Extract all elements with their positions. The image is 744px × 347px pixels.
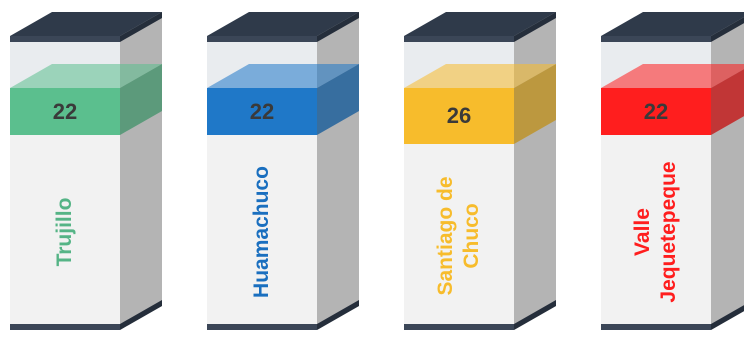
pillar-3: 26 Santiago de Chuco [404,0,564,347]
pillar-cap-front [601,36,711,42]
category-label: Valle Jequetepeque [630,161,682,302]
value-band-side [514,64,556,144]
category-label-line: Trujillo [53,197,76,266]
value-band [601,88,711,135]
pillar-cap-front [10,36,120,42]
pillar-cap-side [514,12,556,42]
pillar-base-side [120,300,162,330]
value-band-top [207,64,359,88]
pillar-side-face [317,12,359,330]
value-band [404,88,514,144]
value-label: 26 [446,103,472,128]
pillar-2: 22 Huamachuco [207,0,367,347]
pillar-cap-side [711,17,744,42]
category-label: Trujillo [52,197,78,266]
pillar-graphic [207,12,359,330]
pillar-graphic [601,12,744,330]
pillar-side-face [711,17,744,330]
value-band-side [120,64,162,135]
pillar-cap [601,12,744,36]
pillar-side-face [514,12,556,330]
value-band-shade [317,64,359,135]
pillar-base-side [711,305,744,330]
category-label-line: Santiago de [434,176,457,296]
value-band-top [404,64,556,88]
value-band-shade [711,69,744,135]
pillar-base-side [514,300,556,330]
pillar-4: 22 Valle Jequetepeque [601,0,744,347]
pillar-base [404,324,514,330]
value-band-shade [120,64,162,135]
value-label: 22 [52,98,78,124]
pillar-side-face [120,12,162,330]
value-label: 22 [643,98,669,124]
pillar-cap [404,12,556,36]
pillar-cap-side [317,12,359,42]
pillar-cap-front [404,36,514,42]
category-label: Santiago de Chuco [433,176,485,295]
value-band-shade [514,64,556,144]
category-label: Huamachuco [249,166,275,298]
pillar-graphic [404,12,556,330]
value-label: 22 [249,98,275,124]
pillar-1: 22 Trujillo [10,0,170,347]
category-label-line: Valle [631,207,654,256]
pillar-base-side [317,300,359,330]
category-label-line: Chuco [460,203,483,269]
value-band [207,88,317,135]
value-band-top [601,64,744,88]
pillar-graphic [10,12,162,330]
pillar-cap [10,12,162,36]
category-label-line: Jequetepeque [657,160,680,303]
pillar-cap-front [207,36,317,42]
category-label-line: Huamachuco [250,165,273,298]
value-band-side [317,64,359,135]
pillar-base [601,324,711,330]
value-band-side [711,69,744,135]
value-band [10,88,120,135]
pillar-base [10,324,120,330]
pillar-cap [207,12,359,36]
pillar-cap-side [120,12,162,42]
pillar-base [207,324,317,330]
value-band-top [10,64,162,88]
